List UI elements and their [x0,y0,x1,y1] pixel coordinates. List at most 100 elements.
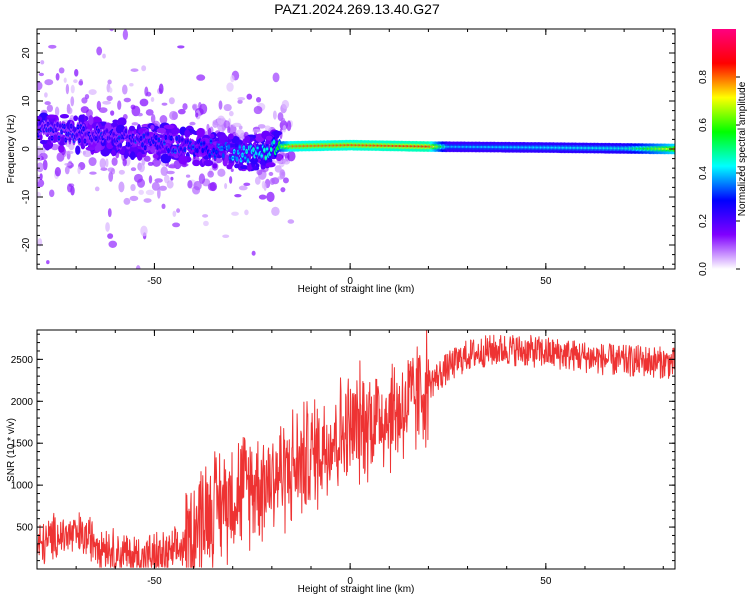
heatmap-blob [140,225,148,237]
heatmap-blob [171,127,180,135]
heatmap-ridge [175,137,178,140]
heatmap-blob [160,153,172,164]
y-tick-label: 1000 [11,481,34,492]
heatmap-blob [46,114,57,119]
heatmap-ridge [90,138,93,141]
heatmap-blob [133,173,143,183]
heatmap-ridge [212,149,215,152]
heatmap-ridge [174,150,177,153]
heatmap-blob [258,194,267,200]
heatmap-blob [177,45,185,49]
heatmap-blob [108,171,114,182]
heatmap-ridge [167,149,170,152]
heatmap-ridge [241,153,244,157]
colorbar-tick-label: 0.4 [698,166,709,180]
heatmap-blob [109,29,115,32]
heatmap-blob [46,260,50,265]
heatmap-blob [89,171,97,175]
heatmap-ridge [70,125,73,128]
heatmap-ridge [231,157,235,160]
heatmap-blob [150,97,155,102]
heatmap-blob [203,220,209,227]
heatmap-blob [235,129,245,138]
heatmap-ridge [222,154,225,157]
heatmap-ridge [260,154,263,157]
heatmap-blob [169,110,178,121]
heatmap-blob [238,185,248,191]
heatmap-blob [44,101,51,106]
x-tick-label: 50 [540,276,552,287]
heatmap-blob [266,191,275,203]
heatmap-blob [130,167,137,172]
heatmap-blob [88,115,94,126]
heatmap-blob [111,149,116,157]
heatmap-ridge [209,140,213,143]
heatmap-blob [268,171,274,176]
heatmap-blob [108,87,113,93]
heatmap-blob [172,210,177,217]
heatmap-blob [141,65,147,72]
heatmap-blob [112,119,119,124]
heatmap-blob [273,130,280,139]
heatmap-blob [74,68,79,77]
heatmap-blob [122,29,129,41]
heatmap-blob [251,250,256,256]
heatmap-ridge [144,146,147,149]
heatmap-blob [166,170,175,175]
heatmap-blob [237,97,246,101]
heatmap-ridge [179,147,183,150]
heatmap-blob [123,197,131,205]
heatmap-ridge [220,147,224,150]
heatmap-blob [232,122,242,128]
heatmap-ridge [78,139,81,142]
heatmap-blob [157,187,161,199]
heatmap-blob [169,163,178,169]
heatmap-blob [37,80,43,91]
heatmap-blob [257,124,266,129]
heatmap-ridge [50,137,54,140]
heatmap-blob [256,169,263,176]
heatmap-ridge [181,138,184,141]
x-tick-label: 0 [347,576,353,587]
heatmap-blob [166,180,174,189]
heatmap-ridge [67,133,70,136]
heatmap-ridge [146,132,150,136]
heatmap-blob [130,184,136,192]
heatmap-ridge [191,145,195,149]
heatmap-ridge [59,124,62,128]
heatmap-blob [64,162,72,166]
heatmap-blob [207,127,212,138]
heatmap-blob [244,135,251,142]
heatmap-blob [264,125,271,131]
heatmap-blob [199,103,208,115]
heatmap-ridge [142,134,146,138]
heatmap-blob [157,17,166,26]
heatmap-blob [280,117,286,124]
heatmap-blob [148,175,153,184]
heatmap-blob [85,146,96,151]
heatmap-blob [193,180,202,191]
heatmap-blob [80,106,89,114]
snr-series-line [37,330,675,568]
heatmap-ridge [235,157,239,161]
heatmap-blob [78,80,84,86]
figure-title: PAZ1.2024.269.13.40.G27 [274,1,440,17]
colorbar-tick-label: 0.0 [698,262,709,276]
heatmap-blob [111,157,118,166]
heatmap-blob [217,168,226,177]
heatmap-blob [123,150,129,159]
heatmap-blob [152,153,159,159]
heatmap-blob [272,72,280,83]
heatmap-blob [224,154,230,162]
heatmap-blob [150,124,155,130]
heatmap-blob [272,110,277,120]
heatmap-blob [226,82,234,92]
heatmap-blob [77,166,81,175]
y-tick-label: 10 [21,95,32,107]
heatmap-ridge [75,134,78,137]
heatmap-ridge [117,136,121,140]
heatmap-ridge [119,143,122,147]
heatmap-blob [107,79,112,85]
heatmap-blob [38,72,45,77]
heatmap-blob [82,150,92,158]
